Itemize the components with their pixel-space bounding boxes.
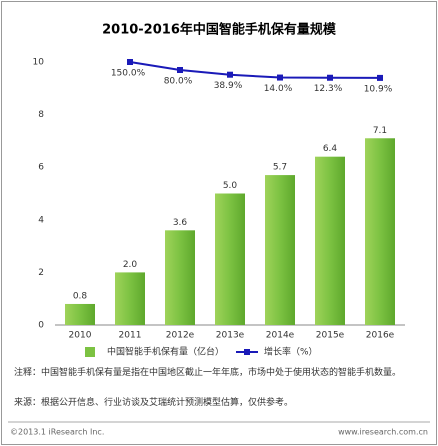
- x-tick-label: 2013e: [216, 331, 245, 341]
- point: [127, 59, 133, 65]
- data-label: 0.8: [73, 291, 88, 301]
- data-label: 80.0%: [164, 77, 193, 87]
- point: [277, 74, 283, 81]
- copyright: ©2013.1 iResearch Inc.: [10, 428, 104, 437]
- y-tick-label: 8: [38, 110, 44, 120]
- note: 来源：根据公开信息、行业访谈及艾瑞统计预测模型估算，仅供参考。: [14, 398, 294, 408]
- data-label: 3.6: [173, 218, 188, 228]
- y-tick-label: 10: [33, 58, 45, 68]
- x-tick-label: 2015e: [316, 331, 345, 341]
- data-label: 38.9%: [214, 81, 243, 91]
- legend-label: 增长率（%）: [264, 346, 318, 358]
- data-label: 10.9%: [364, 84, 393, 94]
- x-tick-label: 2014e: [266, 331, 295, 341]
- data-label: 5.7: [273, 163, 287, 173]
- bar: [165, 230, 195, 325]
- data-label: 14.0%: [264, 84, 293, 94]
- data-label: 6.4: [323, 144, 338, 154]
- x-tick-label: 2016e: [366, 331, 395, 341]
- x-tick-label: 2011: [119, 331, 142, 341]
- website: www.iresearch.com.cn: [338, 428, 428, 437]
- chart-title: 2010-2016年中国智能手机保有量规模: [102, 22, 337, 38]
- data-label: 12.3%: [314, 84, 343, 94]
- data-label: 150.0%: [111, 69, 146, 79]
- y-tick-label: 0: [38, 321, 44, 331]
- point: [227, 71, 233, 78]
- bar: [315, 156, 345, 325]
- data-label: 2.0: [123, 260, 138, 270]
- line: [129, 61, 381, 79]
- y-tick-label: 2: [38, 268, 44, 278]
- bar: [215, 193, 245, 325]
- legend-swatch: [244, 349, 250, 355]
- x-tick-label: 2010: [69, 331, 92, 341]
- y-tick-label: 6: [38, 163, 44, 173]
- point: [377, 74, 383, 81]
- note: 注释：中国智能手机保有量是指在中国地区截止一年年底，市场中处于使用状态的智能手机…: [14, 368, 402, 378]
- x-tick-label: 2012e: [166, 331, 195, 341]
- y-tick-label: 4: [38, 215, 44, 225]
- legend-swatch: [85, 347, 95, 357]
- bar: [365, 138, 395, 325]
- point: [327, 74, 333, 81]
- point: [177, 67, 183, 74]
- data-label: 5.0: [223, 181, 238, 191]
- legend-label: 中国智能手机保有量（亿台）: [107, 346, 224, 358]
- bar: [115, 272, 145, 325]
- bar: [65, 303, 95, 325]
- bar: [265, 175, 295, 325]
- data-label: 7.1: [373, 126, 387, 136]
